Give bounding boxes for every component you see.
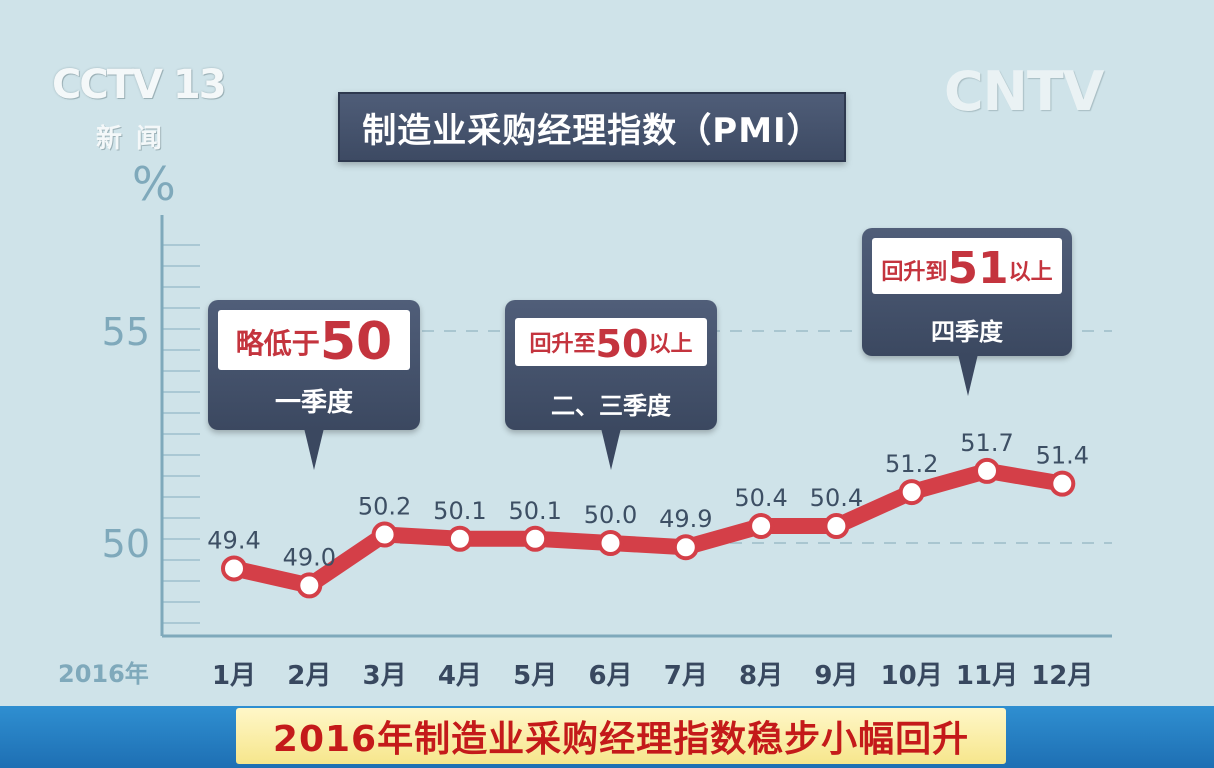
pmi-line-chart: 50 55% 2016年 1月 2月 3月 4月 5月 6月 7月 8月 9月 10月 11月 12月 49… [58,157,1112,691]
callout-q2-q3-suffix: 以上 [648,332,693,357]
x-tick-label: 1月 [212,661,256,691]
callout-q2-q3-pointer [601,428,621,470]
caption-text: 2016年制造业采购经理指数稳步小幅回升 [272,719,970,760]
cntv-watermark: CNTV [944,60,1104,123]
x-tick-label: 12月 [1031,661,1093,691]
callout-q2-q3-label: 二、三季度 [551,392,671,420]
y-tick-label: 55 [102,310,150,354]
data-point-10月 [898,479,925,506]
x-tick-label: 7月 [664,661,708,691]
data-point-4月 [446,525,473,552]
x-tick-label: 5月 [513,661,557,691]
data-point-6月 [597,530,624,556]
x-tick-label: 10月 [881,661,943,691]
y-axis-unit: % [132,157,176,211]
data-label: 50.2 [358,493,411,521]
callout-q2-q3-number: 50 [595,322,649,366]
data-point-8月 [748,513,775,540]
callout-q1-pointer [304,428,324,470]
year-label: 2016年 [58,660,149,688]
y-tick-label: 50 [102,522,150,566]
callout-q4-number: 51 [947,243,1009,294]
data-point-1月 [221,555,247,582]
callout-q2-q3: 回升至 50 以上 二、三季度 [505,300,717,470]
callout-q4: 回升到 51 以上 四季度 [862,228,1072,396]
data-label: 50.1 [433,497,486,525]
data-label: 51.2 [885,450,938,478]
x-tick-label: 6月 [588,661,632,691]
callout-q4-pointer [958,354,978,396]
data-label: 51.7 [960,429,1013,457]
data-label: 49.4 [207,526,260,554]
callout-q1-number: 50 [319,312,393,372]
caption-box: 2016年制造业采购经理指数稳步小幅回升 [236,708,1006,764]
callout-q1-label: 一季度 [274,388,353,418]
data-label: 49.0 [283,543,336,571]
callout-q4-suffix: 以上 [1008,260,1053,285]
x-tick-label: 3月 [363,661,407,691]
cctv-news-logo: 新闻 [96,124,177,154]
data-label: 50.1 [508,497,561,525]
data-point-2月 [296,572,323,599]
callout-q1: 略低于 50 一季度 [208,300,420,470]
data-point-5月 [522,525,549,552]
data-label: 49.9 [659,505,712,533]
callout-q4-label: 四季度 [931,318,1003,346]
data-label: 50.4 [734,484,787,512]
callout-q2-q3-highlight: 回升至 50 以上 [515,318,707,366]
callout-q1-prefix: 略低于 [235,327,320,360]
callout-q4-prefix: 回升到 [881,260,948,285]
cctv-logo: CCTV 13 [52,62,227,108]
data-point-12月 [1049,470,1076,497]
data-label: 50.4 [810,484,863,512]
data-point-7月 [672,534,699,561]
x-tick-label: 2月 [287,661,331,691]
x-tick-label: 4月 [438,661,482,691]
callout-q1-highlight: 略低于 50 [218,310,410,370]
pmi-series-line [226,462,1071,594]
data-label: 51.4 [1036,442,1089,470]
chart-title: 制造业采购经理指数（PMI） [362,110,822,151]
data-point-9月 [823,513,850,540]
x-tick-label: 11月 [956,661,1018,691]
x-tick-label: 8月 [739,661,783,691]
data-label: 50.0 [584,501,637,529]
chart-title-box: 制造业采购经理指数（PMI） [338,92,846,162]
callout-q2-q3-prefix: 回升至 [529,332,596,357]
data-point-11月 [974,457,1000,484]
x-tick-label: 9月 [814,661,858,691]
callout-q4-highlight: 回升到 51 以上 [872,238,1062,294]
data-point-3月 [371,521,398,548]
